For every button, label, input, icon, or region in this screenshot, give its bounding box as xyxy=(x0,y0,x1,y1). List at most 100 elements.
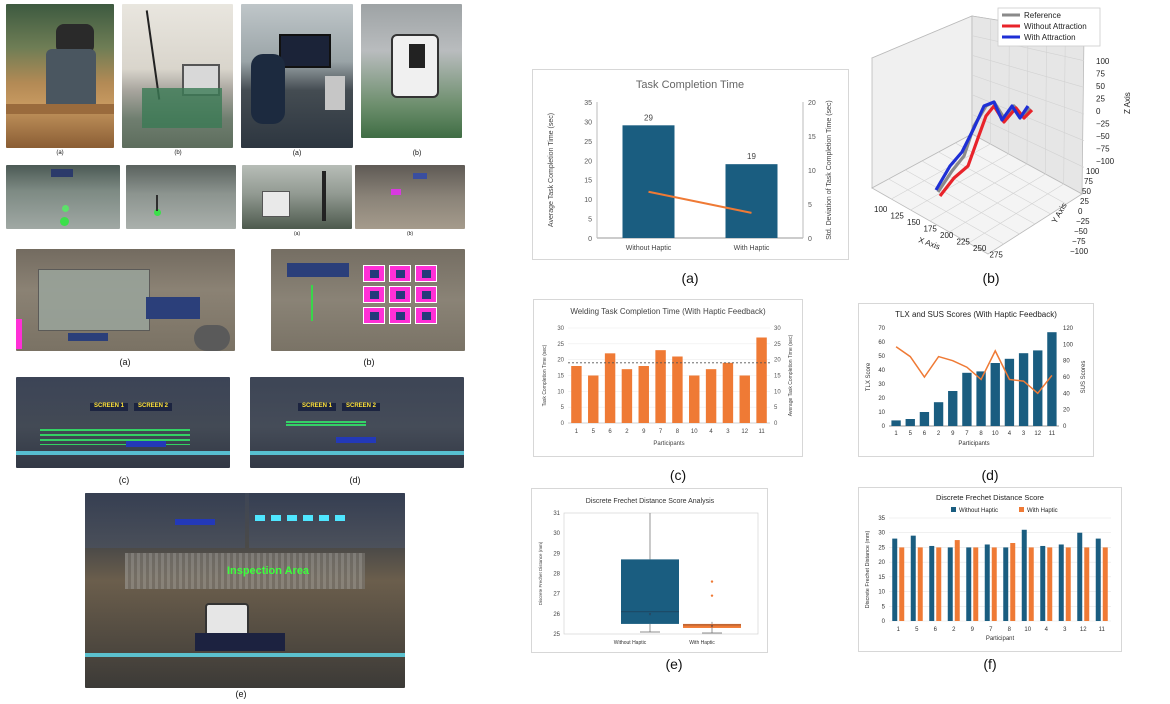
x-tick-label: 2 xyxy=(625,429,629,435)
z-tick-label: −75 xyxy=(1096,145,1110,154)
x-tick-label: 5 xyxy=(909,431,913,437)
bar xyxy=(954,540,960,621)
y2-tick-label: 80 xyxy=(1063,359,1070,365)
chart-title: Welding Task Completion Time (With Hapti… xyxy=(570,307,766,316)
y-tick-label: 29 xyxy=(553,551,560,557)
bar xyxy=(1077,532,1083,621)
bar xyxy=(1047,547,1053,621)
y-tick-label: 10 xyxy=(584,197,592,204)
caption: (e) xyxy=(235,689,247,699)
x-tick-label: 8 xyxy=(979,431,983,437)
std-dev-line xyxy=(648,190,752,214)
x-tick-label: Without Haptic xyxy=(626,245,672,252)
bar xyxy=(917,547,923,621)
lab-photo-robot-station xyxy=(242,165,352,229)
ui-tile-icon xyxy=(370,291,379,299)
y-tick-label: 15 xyxy=(878,575,885,581)
caption-d: (d) xyxy=(981,467,999,483)
x-axis-label: Participant xyxy=(986,636,1015,642)
box xyxy=(683,623,741,628)
x-tick-label: 6 xyxy=(934,627,938,633)
tlx-bar xyxy=(948,391,958,426)
legend-label: With Attraction xyxy=(1024,33,1076,42)
bar xyxy=(689,375,700,423)
bar xyxy=(1021,529,1027,621)
y-tick-label: 75 xyxy=(1084,177,1093,186)
y-tick-label: 5 xyxy=(588,217,592,224)
chart-title: Task Completion Time xyxy=(636,79,744,91)
ui-tile xyxy=(363,307,385,324)
legend-swatch xyxy=(951,507,956,512)
y2-tick-label: 25 xyxy=(774,342,781,348)
y2-tick-label: 100 xyxy=(1063,342,1074,348)
x-tick-label: 150 xyxy=(907,218,921,227)
legend-label: Without Attraction xyxy=(1024,22,1087,31)
ui-tile-icon xyxy=(396,291,405,299)
bar xyxy=(1095,538,1101,621)
x-tick-label: 6 xyxy=(923,431,927,437)
y2-tick-label: 30 xyxy=(774,326,781,332)
y-tick-label: 0 xyxy=(882,424,886,430)
y-tick-label: 30 xyxy=(553,531,560,537)
caption-c: (c) xyxy=(669,467,687,483)
sus-line xyxy=(895,346,1053,395)
y-tick-label: 20 xyxy=(878,560,885,566)
y2-tick-label: 40 xyxy=(1063,391,1070,397)
chart-welding-completion-time: Welding Task Completion Time (With Hapti… xyxy=(542,307,794,447)
y-tick-label: −100 xyxy=(1070,247,1089,256)
y-tick-label: 28 xyxy=(553,572,560,578)
x-tick-label: 4 xyxy=(1008,431,1012,437)
z-tick-label: 0 xyxy=(1096,107,1101,116)
mean-marker: × xyxy=(711,624,714,630)
y-tick-label: 70 xyxy=(878,326,885,332)
bar xyxy=(910,535,916,621)
y-axis-label: Discrete Frechet Distance (mm) xyxy=(538,541,543,605)
bar xyxy=(638,366,649,423)
y-tick-label: 50 xyxy=(878,354,885,360)
x-tick-label: With Haptic xyxy=(734,245,770,252)
y-tick-label: 10 xyxy=(878,410,885,416)
chart-panel-b: Reference Without Attraction With Attracti… xyxy=(860,6,1144,268)
y2-tick-label: 10 xyxy=(774,389,781,395)
screen-2-label: SCREEN 2 xyxy=(134,403,172,411)
x-axis-label: X Axis xyxy=(917,235,941,251)
x-axis-label: Participants xyxy=(958,441,989,447)
x-tick-label: 200 xyxy=(940,231,954,240)
bar xyxy=(705,369,717,423)
y-tick-label: 30 xyxy=(584,119,592,126)
y2-tick-label: 20 xyxy=(1063,408,1070,414)
bar xyxy=(1102,547,1108,621)
x-tick-label: 12 xyxy=(1034,431,1041,437)
screen-1-label: SCREEN 1 xyxy=(90,403,128,411)
x-tick-label: 1 xyxy=(894,431,898,437)
tlx-bar xyxy=(1004,358,1015,426)
bar xyxy=(947,547,953,621)
caption-a: (a) xyxy=(681,270,699,286)
x-tick-label: 1 xyxy=(897,627,901,633)
x-tick-label: 5 xyxy=(592,429,596,435)
bar xyxy=(899,547,905,621)
bar xyxy=(991,547,997,621)
x-tick-label: 100 xyxy=(874,205,888,214)
mean-marker: × xyxy=(649,612,652,618)
ui-tile xyxy=(415,307,437,324)
caption: (a) xyxy=(56,150,64,156)
outlier-point xyxy=(710,594,714,597)
bar xyxy=(1065,547,1071,621)
chart-frechet-boxplot: Discrete Frechet Distance Score Analysis… xyxy=(538,498,759,646)
x-tick-label: 8 xyxy=(676,429,680,435)
caption: (b) xyxy=(174,150,182,156)
lab-photo-haptic-device xyxy=(361,4,462,138)
z-tick-label: 25 xyxy=(1096,95,1105,104)
y-tick-label: 5 xyxy=(561,405,565,411)
x-tick-label: 11 xyxy=(758,429,765,435)
y-tick-label: 40 xyxy=(878,368,885,374)
bar xyxy=(936,547,942,621)
ui-tile-icon xyxy=(370,312,379,320)
bar xyxy=(984,544,990,621)
legend-label: Without Haptic xyxy=(959,508,998,514)
bar xyxy=(1010,543,1016,621)
x-tick-label: 250 xyxy=(973,244,987,253)
x-tick-label: With Haptic xyxy=(689,640,715,646)
x-tick-label: 7 xyxy=(965,431,969,437)
